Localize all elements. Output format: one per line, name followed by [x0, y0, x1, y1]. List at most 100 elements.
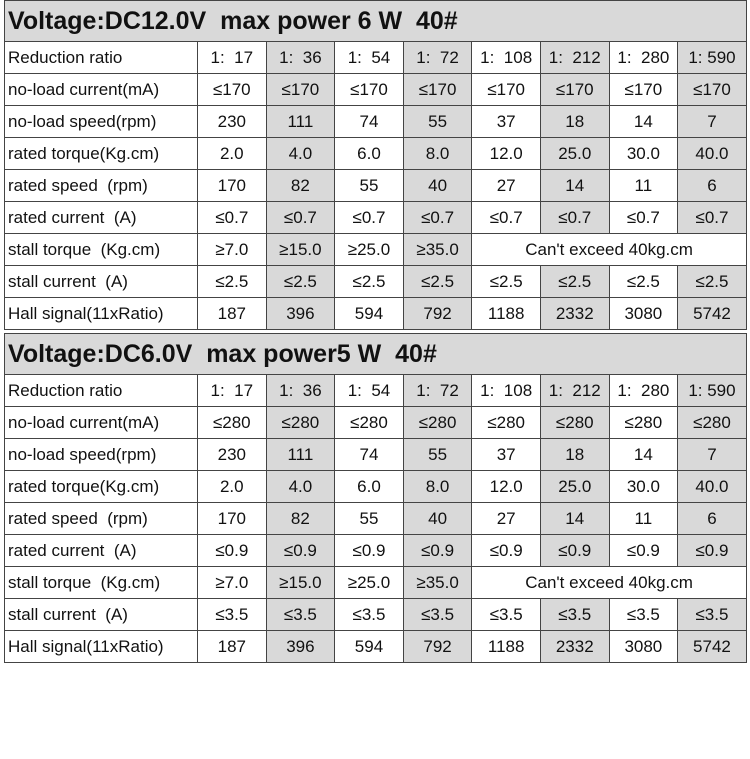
cell: 5742 [677, 297, 747, 330]
cell: 27 [471, 169, 541, 202]
cell: ≤0.7 [608, 201, 679, 234]
cell: 55 [334, 502, 404, 535]
title-row: Voltage:DC12.0V max power 6 W 40# [4, 0, 747, 42]
cell: ≤0.7 [197, 201, 267, 234]
cell: ≤0.9 [334, 534, 404, 567]
table-row: no-load speed(rpm) 230 111 74 55 37 18 14 7 [4, 105, 747, 138]
cell: ≤3.5 [471, 598, 541, 631]
cell: 82 [265, 502, 336, 535]
cell: ≤0.9 [539, 534, 610, 567]
cell: ≤170 [265, 73, 336, 106]
cell: ≥15.0 [265, 566, 336, 599]
cell: ≤0.9 [677, 534, 747, 567]
table-row: rated torque(Kg.cm) 2.0 4.0 6.0 8.0 12.0 25.0 3… [4, 137, 747, 170]
cell: ≤3.5 [677, 598, 747, 631]
cell: 40.0 [677, 137, 747, 170]
cell: 2.0 [197, 137, 267, 170]
row-label: Reduction ratio [4, 41, 198, 74]
cell: ≤3.5 [539, 598, 610, 631]
row-label: Hall signal(11xRatio) [4, 630, 198, 663]
row-label: Hall signal(11xRatio) [4, 297, 198, 330]
cell: ≥15.0 [265, 233, 336, 266]
cell: 1: 17 [197, 41, 267, 74]
cell: 1: 36 [265, 374, 336, 407]
cell: ≤170 [471, 73, 541, 106]
cell: 1: 17 [197, 374, 267, 407]
cell: ≤170 [608, 73, 679, 106]
table-row: stall torque (Kg.cm) ≥7.0 ≥15.0 ≥25.0 ≥35.0 C… [4, 233, 747, 266]
cell: 8.0 [402, 137, 473, 170]
table-row: rated current (A) ≤0.9 ≤0.9 ≤0.9 ≤0.9 ≤0.9 ≤0.… [4, 534, 747, 567]
row-label: no-load speed(rpm) [4, 438, 198, 471]
row-label: rated torque(Kg.cm) [4, 137, 198, 170]
cell: ≤0.7 [471, 201, 541, 234]
cell: 3080 [608, 630, 679, 663]
cell: 82 [265, 169, 336, 202]
cell: 11 [608, 169, 679, 202]
spec-sheet: Voltage:DC12.0V max power 6 W 40# Reducti… [4, 0, 747, 663]
cell: 1: 54 [334, 374, 404, 407]
spec-table: Voltage:DC6.0V max power5 W 40# Reduction… [4, 333, 747, 663]
cell: ≤280 [197, 406, 267, 439]
table-row: rated speed (rpm) 170 82 55 40 27 14 11 6 [4, 169, 747, 202]
cell: 6.0 [334, 470, 404, 503]
note-cell: Can't exceed 40kg.cm [471, 566, 747, 599]
cell: ≤0.9 [197, 534, 267, 567]
cell: 6 [677, 502, 747, 535]
cell: 40 [402, 169, 473, 202]
cell: ≥35.0 [402, 566, 473, 599]
cell: ≤2.5 [539, 265, 610, 298]
table-row: Reduction ratio 1: 17 1: 36 1: 54 1: 72 1: 10… [4, 41, 747, 74]
cell: 55 [402, 438, 473, 471]
cell: ≤3.5 [334, 598, 404, 631]
cell: 30.0 [608, 470, 679, 503]
table-row: no-load current(mA) ≤170 ≤170 ≤170 ≤170 ≤170 ≤… [4, 73, 747, 106]
cell: 14 [608, 105, 679, 138]
cell: 8.0 [402, 470, 473, 503]
cell: 2.0 [197, 470, 267, 503]
cell: ≤3.5 [197, 598, 267, 631]
cell: 11 [608, 502, 679, 535]
table-row: no-load speed(rpm) 230 111 74 55 37 18 14 7 [4, 438, 747, 471]
table-row: stall torque (Kg.cm) ≥7.0 ≥15.0 ≥25.0 ≥35.0 C… [4, 566, 747, 599]
cell: 7 [677, 105, 747, 138]
row-label: stall current (A) [4, 598, 198, 631]
cell: ≥35.0 [402, 233, 473, 266]
cell: ≤0.9 [471, 534, 541, 567]
row-label: stall torque (Kg.cm) [4, 566, 198, 599]
cell: ≤280 [334, 406, 404, 439]
cell: ≤2.5 [265, 265, 336, 298]
cell: ≤280 [677, 406, 747, 439]
cell: ≤170 [334, 73, 404, 106]
cell: ≤280 [265, 406, 336, 439]
cell: 25.0 [539, 137, 610, 170]
cell: 230 [197, 438, 267, 471]
cell: 1188 [471, 630, 541, 663]
cell: 25.0 [539, 470, 610, 503]
cell: 396 [265, 297, 336, 330]
cell: 2332 [539, 630, 610, 663]
cell: 27 [471, 502, 541, 535]
cell: 594 [334, 630, 404, 663]
cell: 7 [677, 438, 747, 471]
cell: ≤2.5 [471, 265, 541, 298]
cell: ≤280 [608, 406, 679, 439]
cell: 230 [197, 105, 267, 138]
cell: 6 [677, 169, 747, 202]
cell: 14 [608, 438, 679, 471]
spec-table: Voltage:DC12.0V max power 6 W 40# Reducti… [4, 0, 747, 330]
cell: 111 [265, 105, 336, 138]
row-label: no-load speed(rpm) [4, 105, 198, 138]
row-label: rated current (A) [4, 534, 198, 567]
table-row: no-load current(mA) ≤280 ≤280 ≤280 ≤280 ≤280 ≤… [4, 406, 747, 439]
row-label: stall current (A) [4, 265, 198, 298]
cell: 792 [402, 297, 473, 330]
cell: ≤2.5 [334, 265, 404, 298]
cell: 5742 [677, 630, 747, 663]
cell: 14 [539, 169, 610, 202]
cell: ≤280 [539, 406, 610, 439]
cell: ≤170 [197, 73, 267, 106]
cell: 170 [197, 169, 267, 202]
cell: ≤0.9 [608, 534, 679, 567]
cell: ≥25.0 [334, 233, 404, 266]
